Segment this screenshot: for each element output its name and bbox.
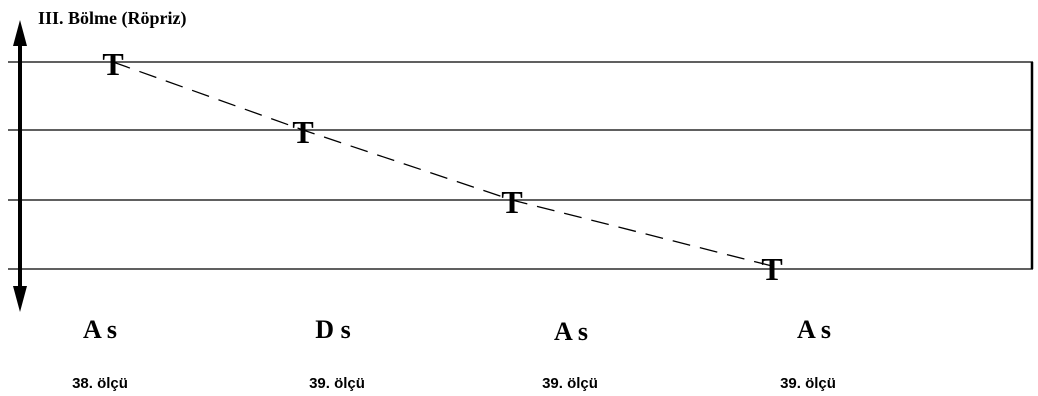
staff [8,61,1033,270]
marker-t-3: T [501,184,522,220]
measure-label-2: 39. ölçü [309,375,365,392]
measure-label-4: 39. ölçü [780,375,836,392]
marker-t-4: T [761,251,782,287]
chord-label-4: A s [797,315,831,344]
chord-label-1: A s [83,315,117,344]
marker-t-2: T [292,114,313,150]
section-title: III. Bölme (Röpriz) [38,8,186,29]
chord-label-2: D s [315,315,350,344]
measure-label-1: 38. ölçü [72,375,128,392]
marker-t-1: T [102,46,123,82]
chord-label-3: A s [554,317,588,346]
measure-label-3: 39. ölçü [542,375,598,392]
dashed-connector [112,61,773,267]
vertical-axis-arrow [13,20,27,312]
